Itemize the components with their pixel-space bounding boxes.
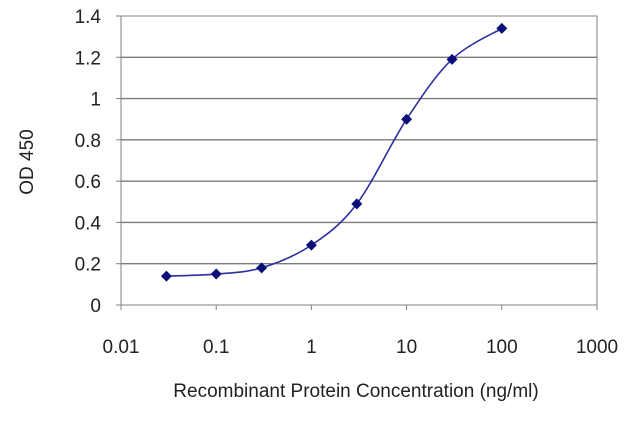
y-tick-label: 0.2 [75, 255, 101, 276]
y-tick-label: 1 [90, 90, 101, 111]
x-tick-label: 1000 [576, 337, 618, 358]
x-tick-label: 0.1 [203, 337, 229, 358]
data-point-marker [401, 113, 413, 125]
y-tick-label: 1.4 [75, 7, 102, 28]
plot-area-border [120, 15, 598, 306]
data-point-marker [210, 268, 222, 280]
y-tick-label: 1.2 [75, 48, 101, 69]
x-axis-title: Recombinant Protein Concentration (ng/ml… [173, 381, 538, 402]
y-axis-title: OD 450 [17, 129, 38, 194]
data-point-marker [446, 53, 458, 65]
x-tick-label: 1 [306, 337, 317, 358]
y-tick-label: 0.8 [75, 131, 101, 152]
data-point-marker [496, 22, 508, 34]
y-tick-label: 0.4 [75, 213, 102, 234]
series-layer [160, 22, 508, 282]
data-point-marker [256, 262, 268, 274]
x-axis-ticks: 0.01 0.1 1 10 100 1000 [103, 305, 618, 358]
series-line [166, 27, 503, 277]
data-point-marker [305, 239, 317, 251]
y-tick-label: 0.6 [75, 172, 101, 193]
data-point-marker [160, 270, 172, 282]
y-tick-label: 0 [90, 296, 101, 317]
grid-lines [121, 56, 597, 265]
y-axis-ticks: 0 0.2 0.4 0.6 0.8 1 1.2 1.4 [75, 7, 121, 317]
x-tick-label: 10 [396, 337, 417, 358]
data-point-marker [351, 198, 363, 210]
x-tick-label: 0.01 [103, 337, 140, 358]
x-tick-label: 100 [486, 337, 518, 358]
